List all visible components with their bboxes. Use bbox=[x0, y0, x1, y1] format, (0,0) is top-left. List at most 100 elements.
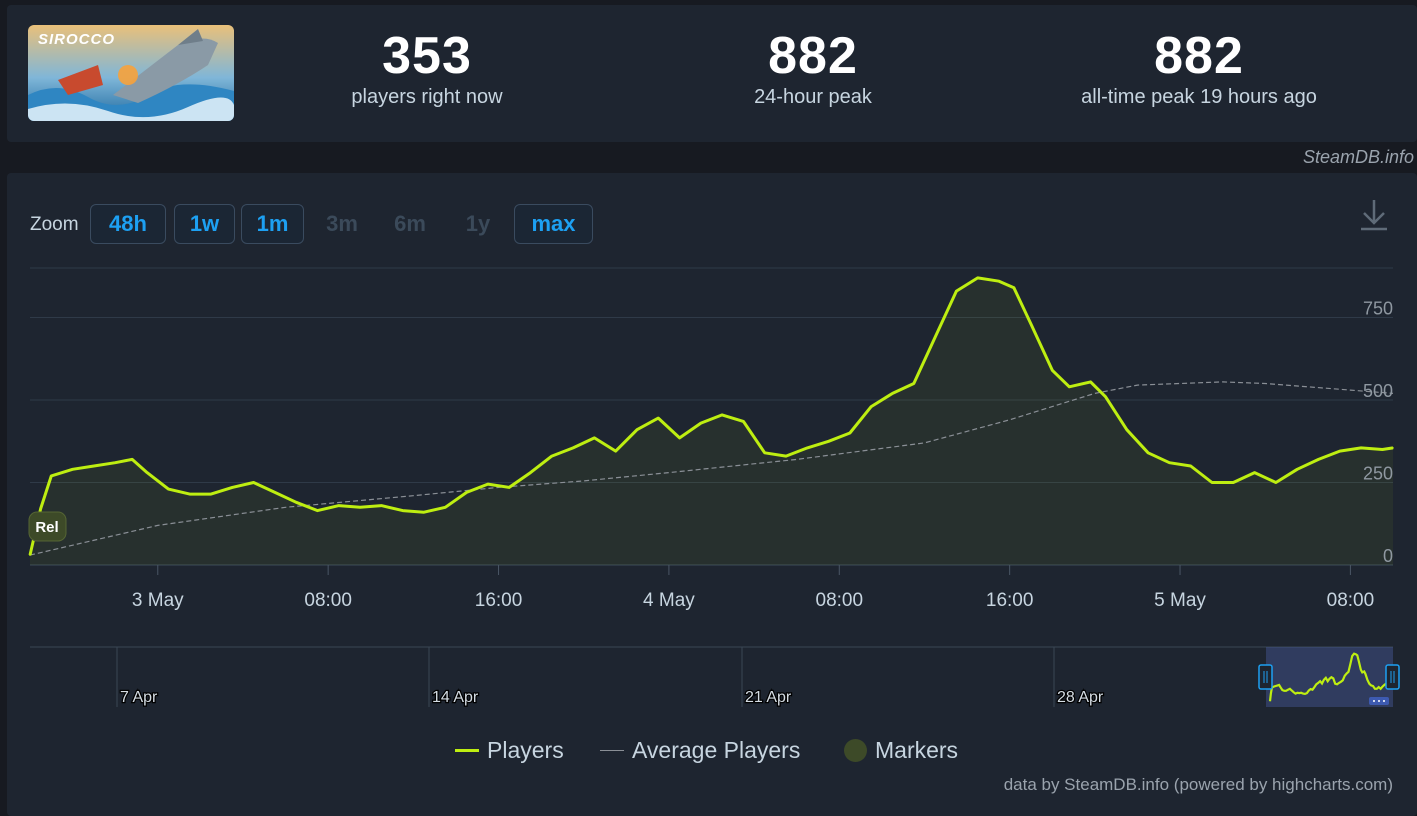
stat-current: 353 players right now bbox=[247, 25, 607, 109]
players-point bbox=[359, 506, 361, 509]
players-line-path bbox=[28, 276, 1394, 556]
zoom-48h-button[interactable]: 48h bbox=[90, 204, 166, 244]
players-point bbox=[444, 506, 447, 509]
stat-24h-peak: 882 24-hour peak bbox=[633, 25, 993, 109]
navigator-left-handle[interactable] bbox=[1258, 664, 1273, 690]
players-point bbox=[146, 471, 148, 474]
x-tick-label: 08:00 bbox=[304, 590, 352, 611]
highcharts-credit[interactable]: data by SteamDB.info (powered by highcha… bbox=[1003, 775, 1393, 794]
players-point bbox=[114, 461, 116, 464]
zoom-label: Zoom bbox=[30, 214, 79, 235]
players-point bbox=[1013, 287, 1015, 289]
average-line-path bbox=[29, 381, 1394, 556]
current-players-value: 353 bbox=[382, 27, 472, 85]
players-point bbox=[1232, 481, 1235, 484]
players-point bbox=[1211, 481, 1213, 484]
players-point bbox=[827, 440, 830, 443]
players-point bbox=[71, 468, 74, 471]
marker-badge[interactable] bbox=[28, 511, 67, 542]
players-point bbox=[465, 491, 468, 494]
game-logo-text: SIROCCO bbox=[38, 31, 116, 48]
players-point bbox=[572, 447, 574, 449]
players-point bbox=[614, 450, 617, 452]
players-point bbox=[657, 417, 660, 419]
navigator-mini-line bbox=[1268, 652, 1392, 702]
players-point bbox=[401, 509, 404, 512]
y-tick-label: 750 bbox=[1363, 299, 1393, 319]
players-point bbox=[742, 420, 745, 423]
players-point bbox=[29, 554, 31, 556]
all-time-peak-label: all-time peak 19 hours ago bbox=[1081, 86, 1317, 108]
players-point bbox=[551, 455, 553, 457]
players-point bbox=[998, 280, 1000, 283]
players-point bbox=[487, 483, 489, 485]
players-legend-swatch bbox=[455, 748, 479, 752]
steamdb-credit[interactable]: SteamDB.info bbox=[1302, 147, 1414, 167]
players-point bbox=[1089, 381, 1092, 383]
x-tick-label: 4 May bbox=[643, 590, 695, 611]
players-point bbox=[891, 392, 894, 395]
players-point bbox=[785, 455, 787, 457]
players-point bbox=[1381, 448, 1384, 451]
release-marker[interactable]: Rel bbox=[28, 511, 67, 542]
current-players-label: players right now bbox=[351, 86, 503, 108]
players-point bbox=[1051, 369, 1054, 372]
players-point bbox=[721, 414, 723, 416]
players-point bbox=[913, 382, 915, 385]
players-point bbox=[849, 432, 851, 434]
players-point bbox=[295, 501, 298, 504]
x-tick-label: 16:00 bbox=[986, 590, 1034, 611]
players-point bbox=[678, 437, 681, 439]
players-point bbox=[1068, 386, 1071, 388]
players-line bbox=[28, 276, 1394, 556]
players-point bbox=[50, 475, 53, 477]
x-axis-labels: 3 May 08:00 16:00 4 May 08:00 16:00 5 May 08:00 bbox=[132, 565, 1374, 611]
players-point bbox=[1147, 452, 1149, 454]
navigator-right-handle[interactable] bbox=[1385, 664, 1400, 690]
x-tick-label: 3 May bbox=[132, 590, 184, 611]
y-axis-labels: 0 250 500 750 bbox=[1363, 299, 1393, 567]
zoom-1m-button[interactable]: 1m bbox=[241, 204, 304, 244]
players-legend-label: Players bbox=[487, 736, 564, 763]
players-point bbox=[188, 493, 191, 495]
stats-panel: SIROCCO 353 players right now 882 24-hou… bbox=[7, 5, 1417, 142]
players-point bbox=[934, 336, 936, 339]
players-point bbox=[508, 486, 511, 489]
y-tick-label: 0 bbox=[1383, 546, 1393, 566]
players-point bbox=[1104, 395, 1107, 398]
zoom-1y-button: 1y bbox=[465, 211, 491, 236]
legend-average[interactable]: Average Players bbox=[600, 735, 800, 765]
range-navigator[interactable]: 7 Apr 14 Apr 21 Apr 28 Apr bbox=[30, 646, 1400, 707]
players-point bbox=[131, 458, 133, 461]
players-point bbox=[1360, 447, 1362, 449]
all-time-peak-value: 882 bbox=[1154, 27, 1244, 85]
legend-players[interactable]: Players bbox=[455, 735, 564, 765]
x-tick-label: 08:00 bbox=[816, 590, 864, 611]
players-point bbox=[93, 465, 95, 467]
players-point bbox=[1253, 471, 1256, 474]
players-point bbox=[231, 486, 234, 489]
navigator-date-label: 7 Apr bbox=[120, 689, 158, 706]
players-point bbox=[316, 509, 319, 512]
players-point bbox=[1339, 450, 1341, 452]
players-point bbox=[39, 508, 42, 510]
players-point bbox=[763, 452, 766, 454]
navigator-date-label: 21 Apr bbox=[745, 689, 792, 706]
players-point bbox=[955, 290, 958, 292]
zoom-max-button[interactable]: max bbox=[514, 204, 593, 244]
zoom-3m-button: 3m bbox=[326, 211, 358, 236]
game-thumbnail[interactable]: SIROCCO bbox=[28, 25, 234, 121]
y-tick-label: 250 bbox=[1363, 464, 1393, 484]
average-legend-label: Average Players bbox=[632, 736, 801, 763]
players-point bbox=[252, 481, 255, 484]
players-point bbox=[870, 405, 872, 408]
players-point bbox=[1392, 447, 1394, 449]
markers-legend-swatch bbox=[844, 738, 867, 762]
download-icon[interactable] bbox=[1358, 198, 1390, 232]
x-tick-label: 08:00 bbox=[1327, 590, 1375, 611]
legend-markers[interactable]: Markers bbox=[844, 735, 958, 765]
zoom-6m-button: 6m bbox=[394, 211, 426, 236]
players-point bbox=[1296, 468, 1298, 471]
zoom-1w-button[interactable]: 1w bbox=[174, 204, 235, 244]
